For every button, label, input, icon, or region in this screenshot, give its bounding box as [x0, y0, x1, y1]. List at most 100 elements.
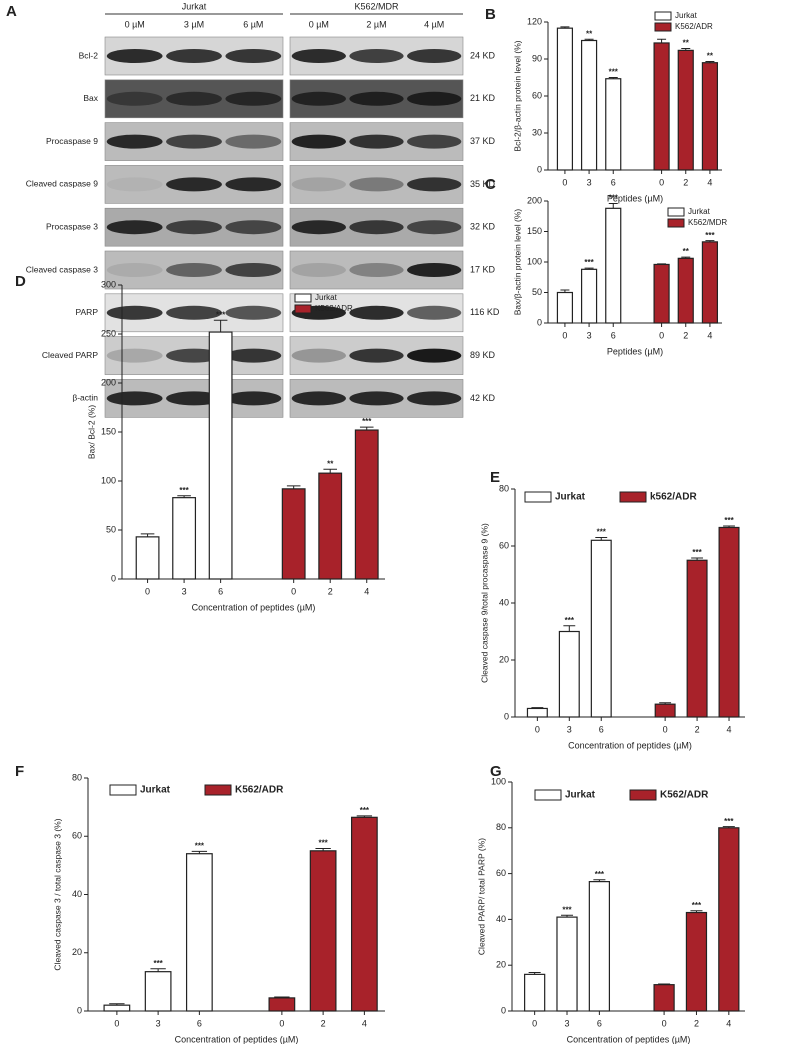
error-bar: [658, 983, 671, 985]
bar: [558, 630, 580, 718]
y-tick-label: 80: [72, 772, 82, 782]
bar: [653, 984, 675, 1012]
y-tick-label: 100: [527, 256, 542, 266]
significance: ***: [609, 194, 619, 203]
dose-label: 6 µM: [243, 19, 263, 29]
y-tick-label: 50: [106, 524, 116, 534]
y-axis-label: Bax/ Bcl-2 (%): [86, 405, 96, 459]
significance: ***: [724, 817, 734, 826]
bar: [526, 707, 548, 718]
y-tick-label: 250: [101, 328, 116, 338]
dose-label: 2 µM: [366, 19, 386, 29]
blot-band: [106, 220, 163, 235]
x-tick-label: 0: [662, 1018, 667, 1028]
blot-band: [166, 49, 222, 63]
y-axis-label: Cleaved caspase 3 / total caspase 3 (%): [52, 818, 62, 970]
error-bar: [359, 426, 374, 431]
x-tick-label: 6: [597, 1018, 602, 1028]
y-tick-label: 50: [532, 287, 542, 297]
legend-label: K562/MDR: [688, 218, 727, 227]
row-label: β-actin: [72, 393, 98, 403]
bar: [524, 973, 546, 1012]
y-tick-label: 0: [501, 1005, 506, 1015]
blot-band: [291, 177, 346, 192]
bar: [605, 78, 622, 171]
blot-band: [106, 177, 163, 192]
bar: [677, 49, 694, 171]
blot-band: [106, 391, 163, 406]
bar: [580, 39, 598, 171]
error-bar: [274, 996, 290, 998]
bar: [354, 429, 379, 580]
x-tick-label: 6: [599, 724, 604, 734]
blot-band: [225, 91, 282, 106]
blot-band: [407, 49, 462, 63]
significance: ***: [609, 68, 619, 77]
legend-swatch: [619, 491, 647, 503]
legend-label: K562/ADR: [675, 22, 713, 31]
blot-band: [407, 91, 462, 106]
y-tick-label: 200: [101, 377, 116, 387]
x-tick-label: 6: [218, 586, 223, 596]
panel-label: C: [485, 176, 496, 193]
blot-band: [106, 348, 163, 363]
blot-band: [291, 220, 346, 235]
significance: ***: [595, 870, 605, 879]
legend-label: Jurkat: [140, 785, 171, 796]
y-tick-label: 80: [499, 483, 509, 493]
blot-band: [166, 91, 222, 106]
bar: [208, 331, 233, 580]
row-label: Procaspase 3: [46, 221, 98, 231]
x-tick-label: 4: [707, 177, 712, 187]
error-bar: [723, 525, 735, 528]
bar: [556, 916, 578, 1012]
legend-swatch: [629, 789, 657, 801]
error-bar: [691, 557, 704, 561]
y-tick-label: 100: [491, 776, 506, 786]
group-label: K562/MDR: [354, 1, 399, 11]
x-axis-label: Concentration of peptides (µM): [175, 1034, 299, 1044]
y-tick-label: 150: [101, 426, 116, 436]
error-bar: [191, 850, 208, 854]
blot-band: [106, 49, 163, 63]
error-bar: [109, 1003, 125, 1006]
bar: [580, 268, 598, 324]
legend-swatch: [294, 304, 312, 314]
blot-band: [225, 220, 282, 235]
y-axis-label: Cleaved caspase 9/total procaspase 9 (%): [479, 523, 489, 683]
blot-band: [407, 305, 462, 320]
legend-swatch: [294, 293, 312, 303]
size-label: 17 KD: [470, 264, 496, 274]
size-label: 24 KD: [470, 50, 496, 60]
error-bar: [608, 77, 618, 79]
significance: **: [683, 39, 690, 48]
significance: ***: [360, 806, 370, 815]
y-tick-label: 20: [496, 960, 506, 970]
error-bar: [584, 267, 594, 270]
error-bar: [531, 707, 544, 709]
legend-swatch: [654, 11, 672, 21]
legend-swatch: [654, 22, 672, 32]
significance: ***: [318, 839, 328, 848]
blot-band: [349, 177, 404, 192]
y-axis-label: Bcl-2/β-actin protein level (%): [512, 40, 522, 151]
x-tick-label: 0: [145, 586, 150, 596]
x-tick-label: 4: [726, 1018, 731, 1028]
group-label: Jurkat: [182, 1, 207, 11]
blot-band: [225, 391, 282, 406]
legend-label: K562/ADR: [660, 790, 709, 801]
size-label: 21 KD: [470, 93, 496, 103]
y-tick-label: 20: [72, 947, 82, 957]
legend-swatch: [534, 789, 562, 801]
y-tick-label: 200: [527, 195, 542, 205]
significance: **: [327, 459, 334, 468]
blot-band: [225, 263, 282, 277]
row-label: Bcl-2: [79, 50, 99, 60]
legend-label: Jurkat: [675, 11, 698, 20]
legend-swatch: [524, 491, 552, 503]
significance: ***: [153, 959, 163, 968]
error-bar: [608, 202, 618, 209]
blot-band: [166, 134, 222, 149]
bar: [318, 472, 343, 580]
blot-band: [291, 348, 346, 363]
